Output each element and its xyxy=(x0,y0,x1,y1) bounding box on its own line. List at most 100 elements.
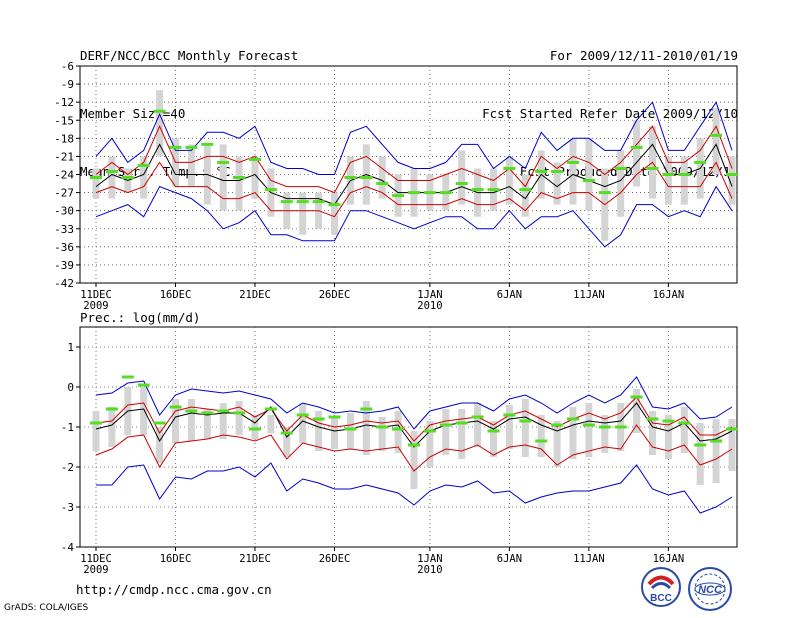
prec-observed-marker xyxy=(264,407,277,411)
prec-ensemble-box xyxy=(362,401,370,455)
temp-ytick-label: -24 xyxy=(54,169,74,182)
prec-observed-marker xyxy=(121,375,134,379)
prec-observed-marker xyxy=(296,413,309,417)
temp-observed-marker xyxy=(551,169,564,173)
temp-ensemble-box xyxy=(108,156,116,199)
prec-observed-marker xyxy=(535,439,548,443)
temp-observed-marker xyxy=(312,200,325,204)
temp-panel: -6 -9 -12 -15 -18 -21 -24 -27 -30 -33 -36 -39 -42 11D… xyxy=(54,60,738,312)
prec-observed-marker xyxy=(582,423,595,427)
prec-observed-marker xyxy=(678,421,691,425)
temp-observed-marker xyxy=(185,145,198,149)
temp-observed-marker xyxy=(137,163,150,167)
prec-xtick-label: 11DEC xyxy=(80,553,112,565)
prec-observed-marker xyxy=(694,443,707,447)
prec-ensemble-box xyxy=(442,409,450,455)
temp-ensemble-box xyxy=(251,156,259,199)
prec-observed-marker xyxy=(487,429,500,433)
prec-panel: 1 0 -1 -2 -3 -4 11DEC 16DEC 21DEC 26DEC 1JAN 6JAN 11… xyxy=(61,310,738,576)
prec-ensemble-box xyxy=(585,403,593,457)
temp-observed-marker xyxy=(598,191,611,195)
prec-observed-marker xyxy=(153,421,166,425)
temp-observed-marker xyxy=(582,179,595,183)
temp-ensemble-box xyxy=(728,156,736,205)
prec-ensemble-box xyxy=(521,399,529,457)
prec-ensemble-box xyxy=(219,403,227,439)
temp-observed-marker xyxy=(344,176,357,180)
prec-ensemble-box xyxy=(172,399,179,443)
prec-lower-std-line xyxy=(95,424,733,472)
temp-ytick-label: -33 xyxy=(54,223,74,236)
prec-ytick-label: 0 xyxy=(67,381,74,394)
temp-observed-marker xyxy=(105,169,118,173)
prec-observed-marker xyxy=(217,409,230,413)
temp-ytick-label: -42 xyxy=(54,277,74,290)
temp-ytick-label: -18 xyxy=(54,132,74,145)
temp-observed-marker xyxy=(296,200,309,204)
temp-observed-marker xyxy=(328,203,341,207)
temp-observed-marker xyxy=(614,166,627,170)
prec-observed-marker xyxy=(105,407,118,411)
temp-ensemble-box xyxy=(585,138,593,211)
temp-ensemble-box xyxy=(299,192,307,235)
prec-ensemble-box xyxy=(664,415,672,459)
temp-xtick-label: 16JAN xyxy=(653,289,685,301)
temp-ytick-label: -30 xyxy=(54,205,74,218)
prec-observed-marker xyxy=(423,429,436,433)
prec-ensemble-box xyxy=(92,411,100,451)
forecast-period-label: For 2009/12/11-2010/01/19 xyxy=(549,48,738,63)
temp-ensemble-box xyxy=(633,120,641,187)
temp-extreme-min-line xyxy=(95,185,733,248)
prec-observed-marker xyxy=(662,419,675,423)
temp-ytick-label: -27 xyxy=(54,187,74,200)
temp-xtick-label: 21DEC xyxy=(239,289,271,301)
prec-observed-marker xyxy=(567,417,579,421)
prec-ensemble-box xyxy=(569,407,577,459)
prec-observed-marker xyxy=(280,431,293,435)
prec-xtick-label: 6JAN xyxy=(497,553,522,565)
temp-observed-marker xyxy=(376,182,389,186)
prec-observed-marker xyxy=(344,427,357,431)
prec-ensemble-box xyxy=(267,415,275,433)
prec-year-label: 2009 xyxy=(83,564,108,576)
prec-ensemble-box xyxy=(108,407,116,447)
prec-ensemble-box xyxy=(331,417,338,449)
temp-ensemble-box xyxy=(187,144,195,187)
temp-xtick-label: 11JAN xyxy=(573,289,605,301)
prec-extreme-min-line xyxy=(96,462,733,514)
prec-ensemble-box xyxy=(426,421,434,467)
temp-ensemble-box xyxy=(712,108,720,175)
temp-observed-marker xyxy=(662,173,675,176)
temp-observed-marker xyxy=(519,188,532,192)
prec-observed-marker xyxy=(598,425,611,429)
prec-observed-marker xyxy=(455,421,468,425)
prec-ensemble-box xyxy=(537,415,545,457)
temp-ensemble-box xyxy=(458,150,466,205)
prec-ytick-label: -2 xyxy=(61,461,74,474)
prec-ensemble-box xyxy=(378,417,386,451)
prec-observed-marker xyxy=(392,427,405,431)
temp-observed-marker xyxy=(392,194,405,198)
temp-ensemble-box xyxy=(521,174,529,217)
prec-ensemble-box xyxy=(251,415,259,439)
prec-upper-std-line xyxy=(95,396,733,442)
grads-credit: GrADS: COLA/IGES xyxy=(4,603,89,613)
prec-ensemble-box xyxy=(474,403,482,447)
temp-xtick-label: 1JAN xyxy=(417,289,442,301)
prec-ensemble-box xyxy=(680,407,688,453)
prec-observed-marker xyxy=(614,425,627,429)
bcc-logo-icon: BCC xyxy=(641,567,681,607)
prec-ensemble-box xyxy=(728,419,736,471)
prec-observed-marker xyxy=(646,417,659,421)
prec-xtick-label: 1JAN xyxy=(417,553,442,565)
temp-observed-marker xyxy=(630,145,643,149)
temp-observed-marker xyxy=(487,188,500,192)
prec-xtick-label: 26DEC xyxy=(319,553,351,565)
prec-observed-marker xyxy=(630,395,643,399)
temp-ensemble-box xyxy=(331,192,338,235)
prec-ensemble-box xyxy=(633,389,641,433)
prec-observed-marker xyxy=(408,443,420,447)
prec-ensemble-box xyxy=(712,419,720,483)
temp-ytick-label: -9 xyxy=(61,78,74,91)
